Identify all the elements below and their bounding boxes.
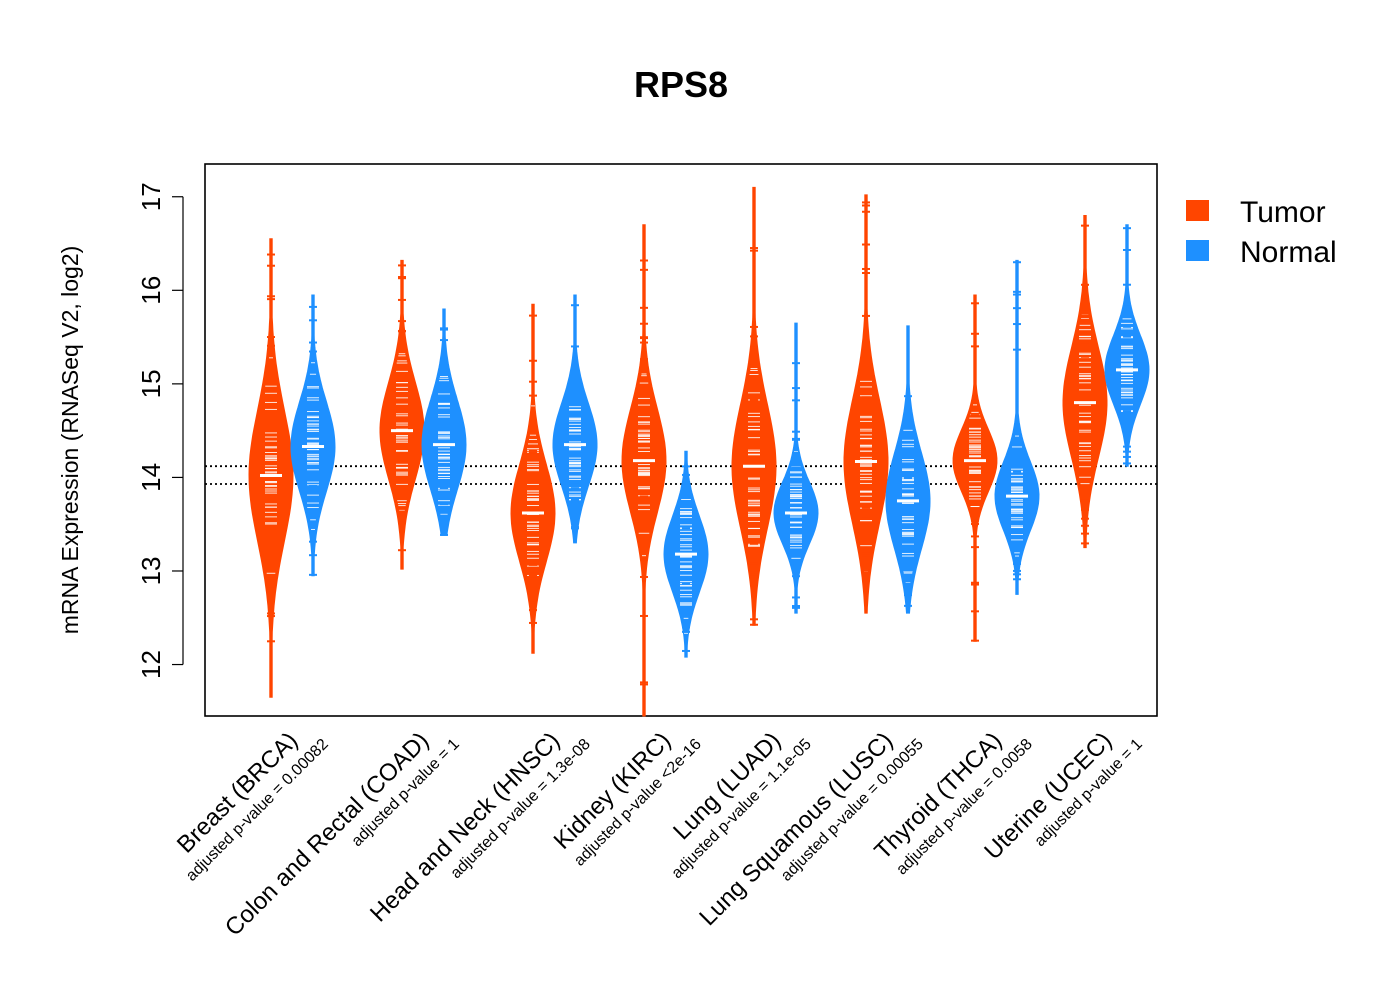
violin-tumor-4 bbox=[621, 224, 667, 717]
chart-title: RPS8 bbox=[634, 64, 728, 105]
plot-frame bbox=[204, 163, 1158, 717]
legend: Tumor Normal bbox=[1186, 196, 1337, 269]
violin-normal-7 bbox=[994, 259, 1040, 595]
violin-tumor-2 bbox=[379, 259, 425, 570]
x-axis-labels: Breast (BRCA)adjusted p-value = 0.00082C… bbox=[172, 727, 1146, 941]
violin-body bbox=[421, 308, 467, 536]
violin-body bbox=[731, 186, 777, 626]
violin-body bbox=[290, 294, 336, 577]
violin-tumor-5 bbox=[731, 186, 777, 626]
violin-normal-6 bbox=[885, 325, 931, 614]
violin-normal-1 bbox=[290, 294, 336, 577]
violin-normal-5 bbox=[773, 322, 819, 614]
violin-body bbox=[843, 194, 889, 614]
y-tick-label: 17 bbox=[136, 182, 166, 211]
violin-body bbox=[885, 325, 931, 614]
y-axis: 12 13 14 15 16 17 bbox=[136, 182, 184, 679]
violin-normal-2 bbox=[421, 308, 467, 536]
legend-label-normal: Normal bbox=[1240, 236, 1337, 269]
violin-tumor-7 bbox=[952, 294, 998, 642]
violin-tumor-3 bbox=[510, 303, 556, 654]
y-tick-label: 12 bbox=[136, 650, 166, 679]
violin-tumor-8 bbox=[1062, 215, 1108, 549]
y-tick-label: 15 bbox=[136, 369, 166, 398]
chart-marks bbox=[204, 163, 1158, 717]
y-axis-label: mRNA Expression (RNASeq V2, log2) bbox=[57, 246, 83, 635]
legend-swatch-normal bbox=[1186, 240, 1209, 261]
legend-swatch-tumor bbox=[1186, 200, 1209, 221]
y-tick-label: 16 bbox=[136, 276, 166, 305]
violin-tumor-6 bbox=[843, 194, 889, 614]
y-tick-label: 13 bbox=[136, 557, 166, 586]
violin-normal-4 bbox=[663, 450, 709, 658]
violin-body bbox=[994, 259, 1040, 595]
y-tick-label: 14 bbox=[136, 463, 166, 492]
violin-tumor-1 bbox=[248, 238, 294, 698]
violin-body bbox=[379, 259, 425, 570]
violin-body bbox=[510, 303, 556, 654]
violin-normal-3 bbox=[552, 294, 598, 544]
violin-body bbox=[1104, 224, 1150, 467]
legend-label-tumor: Tumor bbox=[1240, 196, 1326, 229]
violin-body bbox=[1062, 215, 1108, 549]
violin-normal-8 bbox=[1104, 224, 1150, 467]
